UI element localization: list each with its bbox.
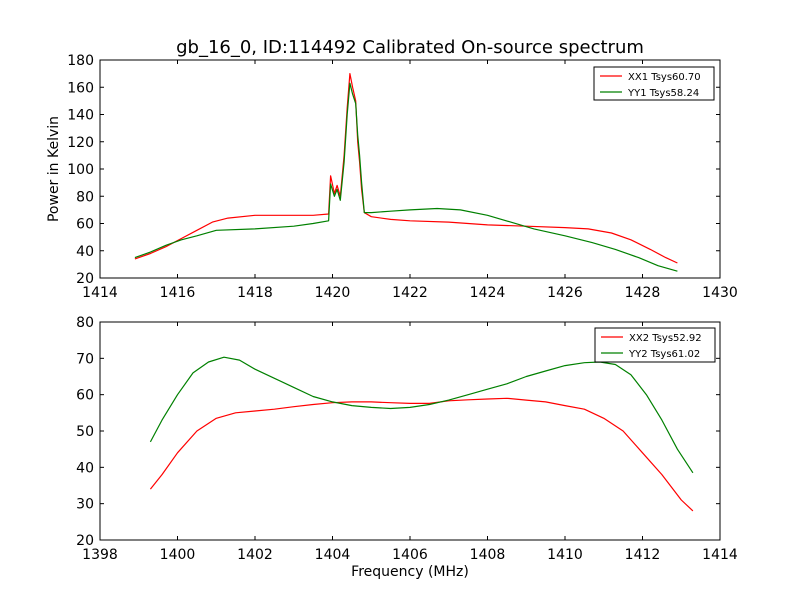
series-line-2	[149, 356, 694, 474]
x-tick-label: 1422	[392, 285, 428, 301]
legend-label-1: XX1 Tsys60.70	[628, 72, 701, 83]
x-tick-label: 1426	[547, 285, 583, 301]
x-tick-label: 1424	[470, 285, 506, 301]
y-tick-label: 140	[67, 108, 94, 124]
x-tick-label: 1404	[315, 547, 351, 563]
y-tick-label: 60	[76, 217, 94, 233]
legend-label-2: YY1 Tsys58.24	[627, 88, 699, 99]
bottom-panel: 1398 1400 1402 1404 1406 1408 1410 1412 1414 20 30…	[76, 315, 738, 580]
x-tick-label: 1398	[82, 547, 118, 563]
legend-label-1: XX2 Tsys52.92	[629, 333, 702, 344]
y-tick-label: 160	[67, 80, 94, 96]
legend: XX2 Tsys52.92 YY2 Tsys61.02	[594, 327, 716, 363]
y-tick-label: 40	[76, 460, 94, 476]
x-tick-label: 1402	[237, 547, 273, 563]
y-tick-label: 50	[76, 424, 94, 440]
y-tick-label: 100	[67, 162, 94, 178]
series-line-1	[134, 72, 678, 264]
x-tick-label: 1418	[237, 285, 273, 301]
x-tick-label: 1406	[392, 547, 428, 563]
series-line-1	[149, 397, 694, 512]
y-tick-label: 40	[76, 244, 94, 260]
x-tick-label: 1414	[82, 285, 118, 301]
y-tick-label: 60	[76, 388, 94, 404]
x-tick-label: 1428	[625, 285, 661, 301]
x-axis-label: Frequency (MHz)	[351, 564, 469, 580]
y-axis-label: Power in Kelvin	[46, 116, 62, 222]
x-tick-label: 1408	[470, 547, 506, 563]
y-tick-label: 80	[76, 189, 94, 205]
y-tick-label: 20	[76, 533, 94, 549]
y-tick-label: 20	[76, 271, 94, 287]
legend: XX1 Tsys60.70 YY1 Tsys58.24	[593, 66, 715, 101]
x-tick-label: 1420	[315, 285, 351, 301]
chart-title: gb_16_0, ID:114492 Calibrated On-source …	[176, 37, 644, 58]
x-tick-label: 1430	[702, 285, 738, 301]
top-panel: 1414 1416 1418 1420 1422 1424 1426 1428 1430 20 40…	[46, 53, 738, 301]
x-tick-label: 1416	[160, 285, 196, 301]
x-tick-label: 1414	[702, 547, 738, 563]
x-tick-label: 1400	[160, 547, 196, 563]
legend-box	[594, 327, 716, 363]
series-line-2	[134, 82, 678, 272]
legend-box	[593, 66, 715, 101]
y-tick-label: 70	[76, 351, 94, 367]
legend-label-2: YY2 Tsys61.02	[628, 349, 700, 360]
y-tick-label: 120	[67, 135, 94, 151]
y-tick-label: 30	[76, 497, 94, 513]
x-tick-label: 1412	[625, 547, 661, 563]
y-tick-label: 80	[76, 315, 94, 331]
y-tick-label: 180	[67, 53, 94, 69]
x-tick-label: 1410	[547, 547, 583, 563]
